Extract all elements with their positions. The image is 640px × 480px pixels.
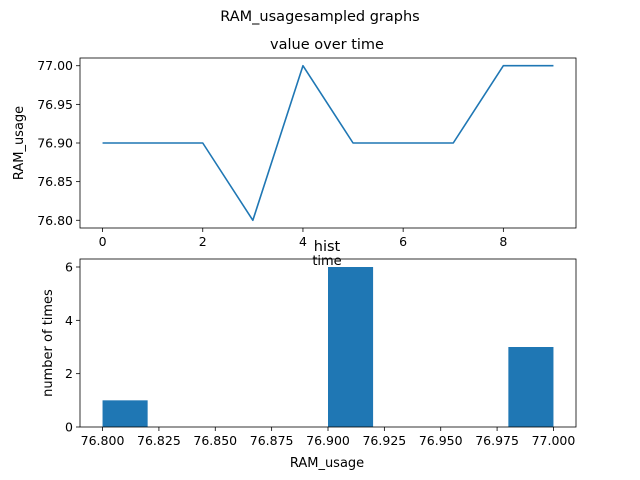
- line-chart-ytick-label: 76.85: [37, 174, 73, 189]
- histogram-ytick-label: 4: [65, 313, 73, 328]
- line-chart-xtick-label: 4: [299, 234, 307, 249]
- histogram-ticks: 76.800 76.825 76.850 76.875 76.900 76.925 76.9…: [65, 260, 575, 449]
- histogram-axes: 76.800 76.825 76.850 76.875 76.900 76.925 76.9…: [41, 239, 577, 471]
- line-chart-ytick-label: 76.90: [37, 136, 73, 151]
- line-chart-xtick-label: 0: [99, 234, 107, 249]
- histogram-xtick-label: 76.825: [137, 433, 181, 448]
- histogram-ytick-label: 0: [65, 420, 73, 435]
- histogram-xtick-label: 76.975: [475, 433, 519, 448]
- histogram-xtick-label: 76.875: [250, 433, 294, 448]
- line-chart-series-line: [102, 64, 554, 222]
- histogram-bar: [328, 267, 374, 427]
- line-chart-ylabel: RAM_usage: [12, 106, 27, 180]
- line-chart-ytick-label: 76.80: [37, 213, 73, 228]
- line-chart-xlabel: time: [312, 254, 341, 269]
- histogram-bar: [508, 347, 554, 427]
- line-chart-plot-area: [102, 64, 554, 222]
- histogram-xtick-label: 76.850: [193, 433, 237, 448]
- line-chart-xtick-label: 2: [199, 234, 207, 249]
- histogram-ytick-label: 6: [65, 260, 73, 275]
- line-chart-ytick-label: 76.95: [37, 97, 73, 112]
- histogram-xlabel: RAM_usage: [290, 456, 364, 471]
- line-chart-title: value over time: [270, 37, 384, 53]
- line-chart-axes: value over time RAM_usage 0 2 4 6 8 76.80 76.8…: [12, 37, 577, 269]
- histogram-bar: [102, 400, 148, 427]
- line-chart-ticks: 0 2 4 6 8 76.80 76.85 76.90 76.95 77.00: [37, 58, 507, 249]
- histogram-frame: [79, 258, 577, 428]
- line-chart-xtick-label: 8: [499, 234, 507, 249]
- histogram-xtick-label: 76.800: [81, 433, 125, 448]
- histogram-ylabel: number of times: [41, 289, 56, 397]
- histogram-xtick-label: 76.900: [306, 433, 350, 448]
- histogram-plot-area: [102, 267, 554, 427]
- histogram-xtick-label: 76.950: [419, 433, 463, 448]
- histogram-ytick-label: 2: [65, 366, 73, 381]
- figure-suptitle: RAM_usagesampled graphs: [220, 9, 419, 25]
- histogram-xtick-label: 76.925: [362, 433, 406, 448]
- histogram-xtick-label: 77.000: [532, 433, 576, 448]
- line-chart-xtick-label: 6: [399, 234, 407, 249]
- histogram-title: hist: [314, 239, 341, 255]
- line-chart-ytick-label: 77.00: [37, 58, 73, 73]
- line-chart-frame: [79, 57, 577, 229]
